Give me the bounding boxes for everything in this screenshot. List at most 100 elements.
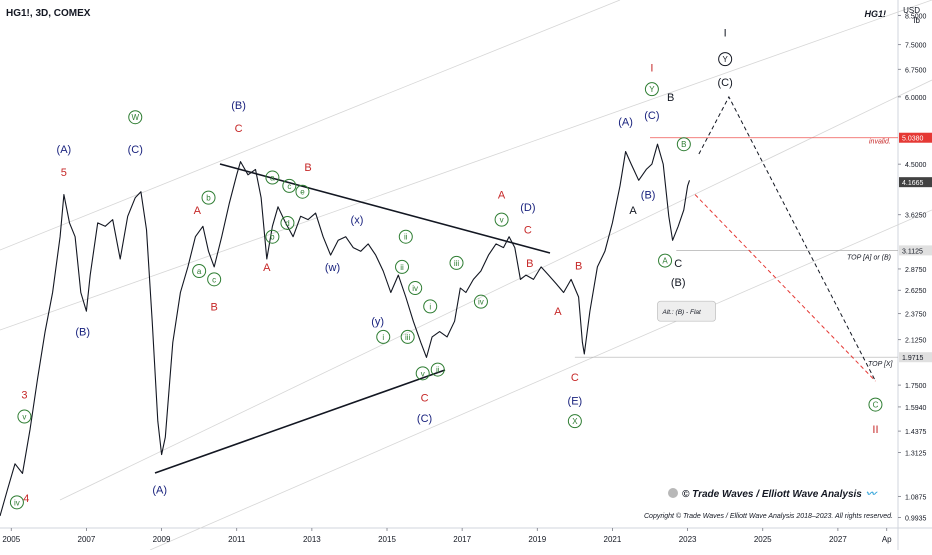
triangle-lower-line [154,369,446,474]
wave-label: (C) [128,144,143,156]
wave-label: (B) [641,190,656,202]
wave-label: iii [454,259,460,268]
x-tick-label: 2027 [829,535,847,544]
alt-callout-box [657,300,716,322]
x-tick-label: 2007 [78,535,96,544]
x-tick-label: Ap [882,535,892,544]
wave-label: C [571,372,579,384]
wave-label: A [498,190,506,202]
x-tick-label: 2015 [378,535,396,544]
wave-label: B [667,92,674,104]
y-tick-label: 3.6250 [905,213,927,220]
wave-label: C [873,401,879,410]
wave-label-circle [567,414,582,429]
wave-label: b [206,194,211,203]
y-tick-label: 2.6250 [905,288,927,295]
wave-label: C [524,225,532,237]
top-x-tag [899,352,932,363]
invalidation-label: invalid. [869,139,891,146]
wave-label-circle [280,215,295,230]
wave-label: 4 [23,493,29,505]
wave-label-circle [282,178,297,193]
x-tick-label: 2011 [228,535,246,544]
wave-label-circle [430,362,445,377]
wave-label-circle [449,255,464,270]
top-x-label: TOP [X] [868,361,894,368]
x-tick-label: 2013 [303,535,321,544]
wave-label: II [872,424,878,436]
wave-label: I [650,63,653,75]
wave-label: C [235,123,243,135]
wave-label: a [270,174,275,183]
projection-alt [694,194,876,382]
wave-label: b [270,233,275,242]
wave-label: B [575,260,582,272]
wave-label-circle [868,397,883,412]
wave-label-circle [415,366,430,381]
wave-label: Y [649,85,655,94]
channel-line-2 [59,79,932,501]
x-tick-label: 2017 [453,535,471,544]
wave-label: ii [400,263,404,272]
x-tick-label: 2021 [604,535,622,544]
wave-icon: 〰 [865,489,876,500]
wave-label-circle [265,170,280,185]
projection-primary [698,95,876,382]
wave-label-circle [398,229,413,244]
y-tick-label: 2.1250 [905,338,927,345]
wave-label: iv [478,298,484,307]
y-tick-label: 8.5000 [905,13,927,20]
wave-label-circle [128,110,143,125]
wave-label: iv [14,498,20,507]
last-price-text: 4.1665 [902,180,924,187]
y-tick-label: 2.3750 [905,312,927,319]
wave-label: 5 [61,167,67,179]
y-tick-label: 1.4375 [905,429,927,436]
top-a-price: 3.1125 [902,248,923,255]
wave-label: iii [405,333,411,342]
invalid-price-tag [899,132,932,143]
y-tick-label: 6.0000 [905,95,927,102]
wave-label-circle [207,272,222,287]
wave-label: e [300,188,305,197]
price-series-line [0,143,691,517]
y-tick-label: 1.5940 [905,405,927,412]
wave-label: (B) [671,277,686,289]
watermark-text: © Trade Waves / Elliott Wave Analysis [682,489,862,500]
watermark: © Trade Waves / Elliott Wave Analysis 〰 [668,485,876,500]
wave-label: C [674,258,682,270]
wave-label-circle [395,259,410,274]
wave-label: X [572,417,578,426]
wave-label-circle [408,281,423,296]
wave-label: iv [412,284,418,293]
wave-label-circle [192,263,207,278]
wave-label-circle [644,82,659,97]
wave-label-circle [400,329,415,344]
x-tick-label: 2019 [528,535,546,544]
wave-label: B [210,301,217,313]
wave-label: Y [722,55,728,64]
y-tick-label: 1.7500 [905,383,927,390]
logo-icon [668,488,678,498]
wave-label: A [662,257,668,266]
wave-label: c [212,275,216,284]
wave-label: (C) [644,110,659,122]
wave-label-circle [423,299,438,314]
wave-label: (A) [618,116,633,128]
wave-label-circle [473,294,488,309]
wave-label: (B) [231,100,246,112]
channel-line-0 [0,0,621,251]
wave-label: ii [404,233,408,242]
last-price-tag [899,177,932,188]
wave-label-circle [676,137,691,152]
wave-label: ii [436,366,440,375]
wave-label: (A) [57,144,72,156]
wave-label: C [421,392,429,404]
x-tick-label: 2005 [2,535,20,544]
wave-label: v [421,369,425,378]
wave-label-circle [265,229,280,244]
wave-label: (x) [351,215,364,227]
wave-label-circle [718,52,733,67]
